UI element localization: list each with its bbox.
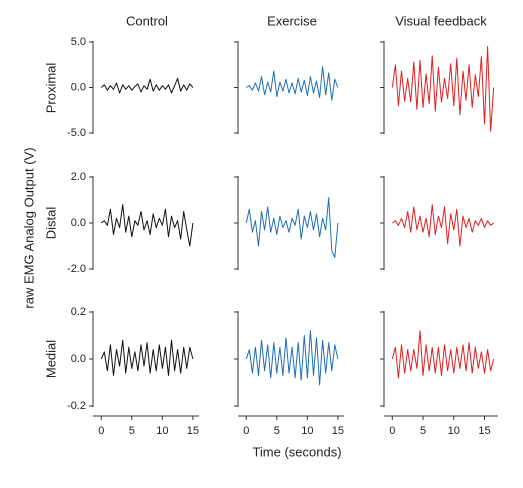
column-title: Control: [126, 13, 168, 28]
y-axis-label: raw EMG Analog Output (V): [21, 147, 36, 308]
emg-trace: [245, 197, 339, 258]
x-tick-label: 15: [478, 425, 490, 437]
x-tick-label: 5: [420, 425, 426, 437]
emg-trace: [246, 66, 339, 101]
x-tick-label: 0: [243, 425, 249, 437]
y-tick-label: 5.0: [71, 36, 86, 48]
y-tick-label: 0.0: [71, 217, 86, 229]
x-tick-label: 0: [98, 425, 104, 437]
x-tick-label: 10: [448, 425, 460, 437]
row-label: Proximal: [43, 63, 58, 114]
x-tick-label: 15: [332, 425, 344, 437]
x-tick-label: 5: [129, 425, 135, 437]
row-label: Medial: [43, 340, 58, 378]
y-tick-label: 0.2: [71, 306, 86, 318]
emg-trace: [391, 330, 495, 379]
y-tick-label: -2.0: [67, 263, 86, 275]
y-tick-label: 2.0: [71, 171, 86, 183]
emg-trace: [245, 330, 339, 386]
x-tick-label: 5: [274, 425, 280, 437]
x-axis-label: Time (seconds): [252, 444, 341, 459]
x-tick-label: 10: [156, 425, 168, 437]
y-tick-label: 0.0: [71, 353, 86, 365]
emg-trace: [392, 204, 494, 247]
emg-trace: [391, 46, 495, 132]
row-label: Distal: [43, 207, 58, 240]
y-tick-label: -5.0: [67, 127, 86, 139]
column-title: Exercise: [267, 13, 317, 28]
emg-trace: [100, 77, 194, 94]
emg-trace: [100, 339, 194, 376]
x-tick-label: 0: [389, 425, 395, 437]
x-tick-label: 10: [301, 425, 313, 437]
emg-trace: [100, 204, 194, 247]
y-tick-label: 0.0: [71, 81, 86, 93]
y-tick-label: -0.2: [67, 400, 86, 412]
column-title: Visual feedback: [395, 13, 487, 28]
x-tick-label: 15: [187, 425, 199, 437]
